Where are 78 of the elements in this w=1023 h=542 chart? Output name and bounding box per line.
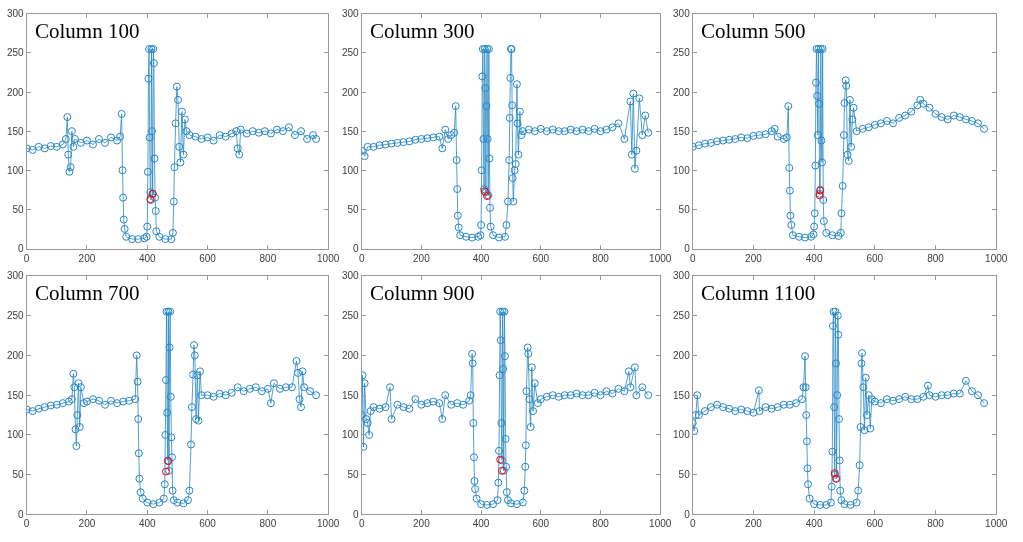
y-tick-label: 100 bbox=[673, 164, 691, 176]
y-tick-label: 200 bbox=[673, 86, 691, 98]
y-tick-label: 250 bbox=[341, 310, 360, 322]
y-tick-label: 150 bbox=[673, 389, 691, 401]
x-tick-label: 1000 bbox=[317, 252, 340, 264]
y-tick-label: 300 bbox=[6, 8, 25, 20]
y-tick-label: 300 bbox=[6, 270, 25, 282]
y-tick-label: 0 bbox=[353, 508, 360, 520]
x-tick-label: 400 bbox=[805, 518, 823, 530]
y-tick-label: 50 bbox=[12, 469, 25, 481]
chart-title: Column 700 bbox=[35, 281, 140, 305]
y-tick-label: 150 bbox=[673, 125, 691, 137]
y-tick-label: 0 bbox=[18, 508, 25, 520]
x-tick-label: 600 bbox=[532, 252, 550, 264]
y-tick-label: 200 bbox=[6, 86, 25, 98]
y-tick-label: 150 bbox=[341, 125, 360, 137]
y-tick-label: 0 bbox=[18, 243, 25, 255]
x-tick-label: 600 bbox=[199, 252, 217, 264]
y-tick-label: 50 bbox=[678, 203, 691, 215]
y-tick-label: 250 bbox=[673, 310, 691, 322]
y-tick-label: 250 bbox=[341, 47, 360, 59]
x-tick-label: 600 bbox=[199, 518, 217, 530]
y-tick-label: 300 bbox=[673, 270, 691, 282]
x-tick-label: 600 bbox=[866, 518, 884, 530]
x-tick-label: 400 bbox=[472, 518, 490, 530]
chart-title: Column 100 bbox=[35, 19, 140, 43]
y-tick-label: 200 bbox=[673, 349, 691, 361]
y-tick-label: 150 bbox=[341, 389, 360, 401]
x-tick-label: 800 bbox=[592, 252, 610, 264]
x-tick-label: 800 bbox=[927, 252, 945, 264]
y-tick-label: 250 bbox=[673, 47, 691, 59]
y-tick-label: 200 bbox=[341, 86, 360, 98]
x-tick-label: 400 bbox=[138, 518, 157, 530]
x-tick-label: 200 bbox=[745, 518, 763, 530]
chart-title: Column 500 bbox=[701, 19, 806, 43]
y-tick-label: 100 bbox=[341, 164, 360, 176]
y-tick-label: 300 bbox=[341, 270, 360, 282]
y-tick-label: 300 bbox=[673, 8, 691, 20]
y-tick-label: 0 bbox=[353, 243, 360, 255]
x-tick-label: 800 bbox=[927, 518, 945, 530]
x-tick-label: 200 bbox=[78, 252, 96, 264]
chart-title: Column 1100 bbox=[701, 281, 816, 305]
x-tick-label: 1000 bbox=[985, 518, 1008, 530]
y-tick-label: 250 bbox=[6, 310, 25, 322]
x-tick-label: 600 bbox=[866, 252, 884, 264]
y-tick-label: 250 bbox=[6, 47, 25, 59]
y-tick-label: 0 bbox=[684, 508, 691, 520]
x-tick-label: 200 bbox=[413, 252, 431, 264]
x-tick-label: 1000 bbox=[317, 518, 340, 530]
x-tick-label: 1000 bbox=[649, 252, 672, 264]
y-tick-label: 150 bbox=[6, 125, 25, 137]
y-tick-label: 200 bbox=[6, 349, 25, 361]
y-tick-label: 100 bbox=[673, 429, 691, 441]
x-tick-label: 800 bbox=[259, 252, 277, 264]
y-tick-label: 150 bbox=[6, 389, 25, 401]
x-tick-label: 400 bbox=[805, 252, 823, 264]
x-tick-label: 200 bbox=[78, 518, 96, 530]
y-tick-label: 50 bbox=[347, 203, 360, 215]
chart-title: Column 900 bbox=[370, 281, 475, 305]
y-tick-label: 200 bbox=[341, 349, 360, 361]
y-tick-label: 100 bbox=[6, 164, 25, 176]
x-tick-label: 400 bbox=[138, 252, 157, 264]
x-tick-label: 1000 bbox=[985, 252, 1008, 264]
y-tick-label: 50 bbox=[678, 469, 691, 481]
y-tick-label: 0 bbox=[684, 243, 691, 255]
x-tick-label: 600 bbox=[532, 518, 550, 530]
y-tick-label: 50 bbox=[12, 203, 25, 215]
chart-title: Column 300 bbox=[370, 19, 475, 43]
x-tick-label: 800 bbox=[592, 518, 610, 530]
y-tick-label: 100 bbox=[6, 429, 25, 441]
x-tick-label: 200 bbox=[413, 518, 431, 530]
y-tick-label: 100 bbox=[341, 429, 360, 441]
x-tick-label: 1000 bbox=[649, 518, 672, 530]
y-tick-label: 50 bbox=[347, 469, 360, 481]
y-tick-label: 300 bbox=[341, 8, 360, 20]
x-tick-label: 400 bbox=[472, 252, 490, 264]
x-tick-label: 800 bbox=[259, 518, 277, 530]
x-tick-label: 200 bbox=[745, 252, 763, 264]
